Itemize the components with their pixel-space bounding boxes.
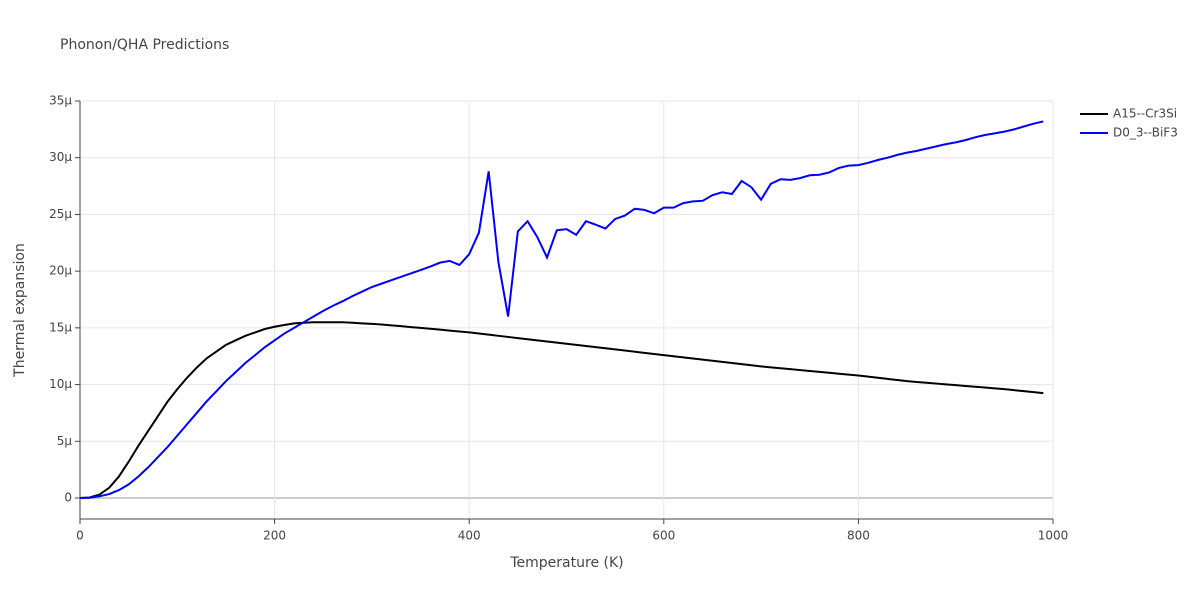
x-tick-label: 600: [652, 529, 675, 543]
line-series: [79, 321, 1044, 500]
y-tick-label: 0: [64, 491, 72, 505]
x-tick-label: 800: [847, 529, 870, 543]
x-tick-label: 200: [263, 529, 286, 543]
chart-title: Phonon/QHA Predictions: [60, 37, 229, 53]
legend-label[interactable]: D0_3--BiF3: [1113, 126, 1178, 140]
x-tick-label: 1000: [1038, 529, 1069, 543]
y-tick-label: 30μ: [49, 150, 72, 164]
y-axis-title: Thermal expansion: [12, 243, 28, 378]
line-series: [79, 120, 1044, 500]
x-tick-label: 400: [458, 529, 481, 543]
y-tick-label: 20μ: [49, 264, 72, 278]
y-tick-label: 25μ: [49, 207, 72, 221]
legend-label[interactable]: A15--Cr3Si: [1113, 107, 1177, 121]
y-tick-label: 15μ: [49, 320, 72, 334]
y-tick-label: 10μ: [49, 377, 72, 391]
x-tick-label: 0: [76, 529, 84, 543]
x-axis-title: Temperature (K): [509, 555, 623, 571]
y-tick-label: 35μ: [49, 94, 72, 108]
y-tick-label: 5μ: [57, 434, 73, 448]
